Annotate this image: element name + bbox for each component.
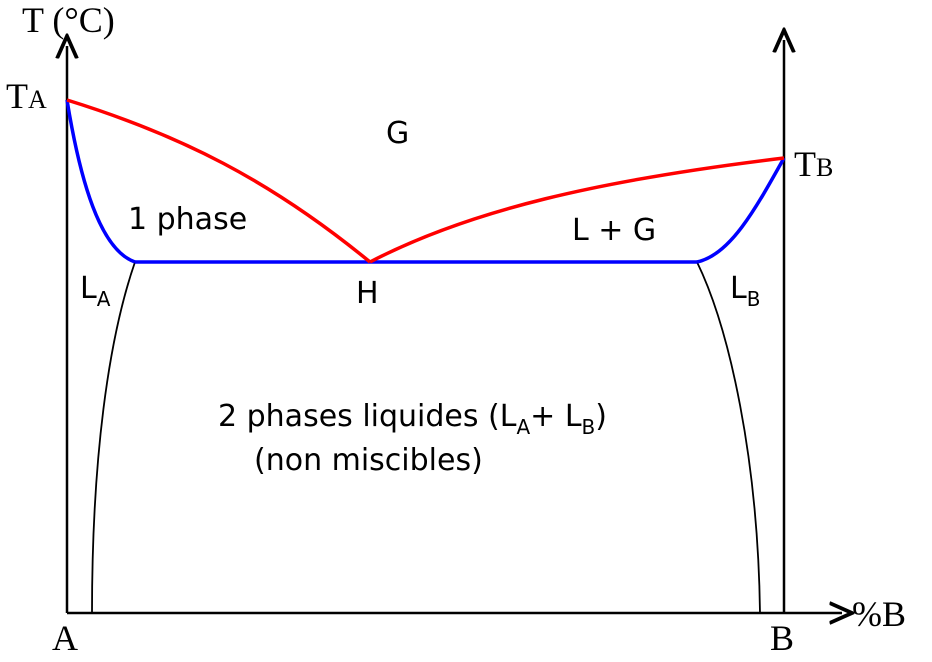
- end-label: B: [770, 618, 794, 658]
- two-phases-sub-a: A: [516, 415, 530, 439]
- tb-main: T: [794, 144, 816, 184]
- two-phases-plus: + L: [530, 399, 582, 434]
- liquidus-b: [696, 157, 786, 264]
- tb-sub: B: [816, 153, 833, 182]
- vapor-a: [66, 98, 372, 264]
- vapor-b: [369, 156, 785, 264]
- lb-main: L: [730, 271, 747, 306]
- miscibility-curves: [91, 261, 761, 614]
- two-phases-text: 2 phases liquides (L: [218, 399, 517, 434]
- liquidus-a: [65, 99, 136, 264]
- two-phases-region: 2 phases liquides (LA+ LB): [218, 399, 607, 439]
- l-plus-g-region: L + G: [572, 213, 656, 248]
- lb-curve: [696, 261, 761, 614]
- vapor-curves: [66, 98, 785, 264]
- ta-sub: A: [28, 85, 47, 114]
- la-main: L: [80, 271, 97, 306]
- origin-label: A: [52, 618, 78, 658]
- ta-label: TA: [6, 76, 47, 116]
- liquidus: [65, 99, 786, 264]
- la-sub: A: [97, 287, 111, 311]
- y-axis-label: T (°C): [22, 0, 115, 40]
- la-region: LA: [80, 271, 111, 311]
- non-miscible-label: (non miscibles): [254, 443, 483, 478]
- lb-region: LB: [730, 271, 760, 311]
- tb-label: TB: [794, 144, 833, 184]
- h-label: H: [356, 276, 379, 311]
- axes: [67, 40, 842, 613]
- la-curve: [91, 261, 136, 614]
- two-phases-sub-b: B: [582, 415, 596, 439]
- two-phases-close: ): [595, 399, 607, 434]
- lb-sub: B: [747, 287, 761, 311]
- ta-main: T: [6, 76, 28, 116]
- g-region: G: [386, 116, 409, 151]
- one-phase-region: 1 phase: [128, 202, 247, 237]
- x-axis-label: %B: [852, 594, 906, 634]
